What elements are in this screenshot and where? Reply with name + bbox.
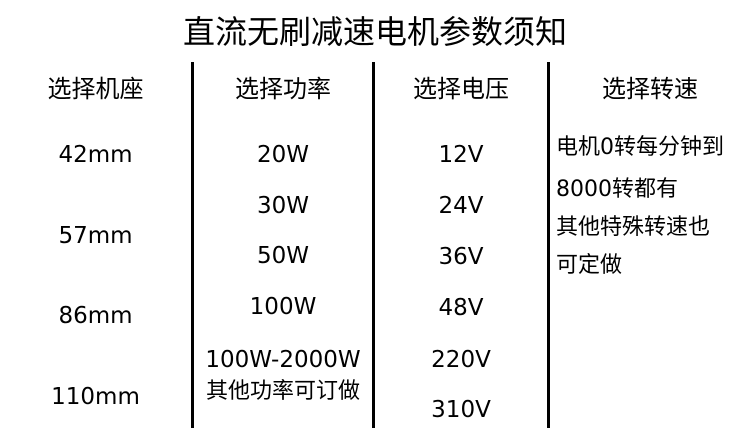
cell-speed-1: 电机0转每分钟到 (556, 135, 724, 160)
column-header-power: 选择功率 (235, 75, 331, 103)
cell-speed-2: 8000转都有 (556, 177, 678, 202)
column-voltage: 选择电压 12V 24V 36V 48V 220V 310V (375, 62, 547, 428)
page-title: 直流无刷减速电机参数须知 (182, 13, 567, 51)
cell-speed-4: 可定做 (556, 253, 623, 278)
column-divider-2 (372, 62, 375, 428)
cell-voltage-5: 220V (431, 347, 491, 373)
cell-voltage-6: 310V (431, 397, 491, 423)
column-power: 选择功率 20W 30W 50W 100W 100W-2000W 其他功率可订做 (194, 62, 372, 428)
cell-voltage-1: 12V (438, 142, 484, 168)
cell-voltage-3: 36V (438, 244, 484, 270)
cell-frame-size-4: 110mm (51, 384, 140, 410)
cell-power-2: 30W (256, 193, 309, 219)
column-header-frame-size: 选择机座 (47, 75, 144, 103)
column-header-speed: 选择转速 (602, 75, 698, 103)
cell-frame-size-1: 42mm (58, 142, 133, 168)
cell-voltage-4: 48V (438, 295, 484, 321)
cell-speed-3: 其他特殊转速也 (556, 215, 711, 240)
cell-power-6: 其他功率可订做 (205, 379, 360, 404)
column-speed: 选择转速 电机0转每分钟到 8000转都有 其他特殊转速也 可定做 (550, 62, 750, 428)
cell-power-4: 100W (249, 294, 317, 320)
column-header-voltage: 选择电压 (413, 75, 509, 103)
cell-power-5: 100W-2000W (205, 347, 361, 373)
column-divider-3 (547, 62, 550, 428)
cell-voltage-2: 24V (438, 193, 484, 219)
cell-frame-size-3: 86mm (58, 303, 133, 329)
cell-power-3: 50W (256, 243, 309, 269)
cell-power-1: 20W (256, 142, 309, 168)
cell-frame-size-2: 57mm (58, 223, 133, 249)
column-frame-size: 选择机座 42mm 57mm 86mm 110mm (0, 62, 191, 428)
column-divider-1 (191, 62, 194, 428)
